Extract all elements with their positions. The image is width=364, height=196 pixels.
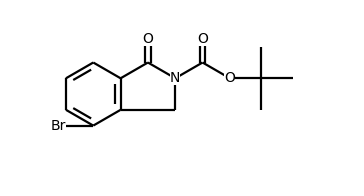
Text: O: O	[142, 32, 153, 46]
Text: N: N	[170, 71, 181, 85]
Text: O: O	[197, 32, 208, 46]
Text: Br: Br	[51, 119, 67, 133]
Text: O: O	[225, 71, 235, 85]
